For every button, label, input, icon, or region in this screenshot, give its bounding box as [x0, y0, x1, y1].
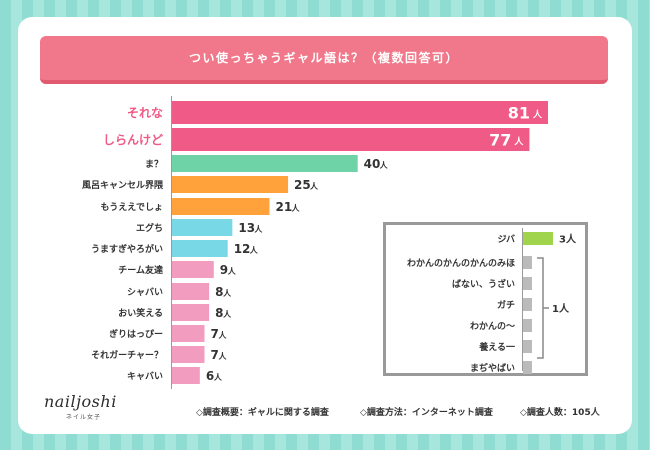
bar-11 [172, 325, 205, 342]
inset-bar-2 [523, 256, 532, 269]
bar-5 [172, 198, 270, 215]
inset-label-1: ジバ [498, 234, 515, 245]
bar-12 [172, 346, 205, 363]
brand-logo: nailjoshi [44, 392, 117, 411]
value-unit-4: 人 [310, 181, 319, 191]
category-label-1: それな [127, 106, 163, 120]
footer-summary: ◇調査概要：ギャルに関する調査 [196, 408, 329, 418]
value-label-1: 81 [508, 104, 530, 123]
value-label-9: 8 [215, 285, 223, 299]
bar-9 [172, 283, 210, 300]
value-label-4: 25 [294, 178, 311, 192]
value-unit-8: 人 [228, 266, 237, 276]
inset-label-4: ガチ [497, 299, 515, 311]
value-unit-10: 人 [223, 309, 232, 319]
bar-2 [172, 128, 530, 151]
bar-10 [172, 304, 210, 321]
category-label-3: ま？ [145, 159, 163, 170]
bar-1 [172, 101, 548, 124]
value-unit-9: 人 [223, 288, 232, 298]
category-label-10: おい笑える [118, 307, 163, 319]
category-label-9: シャバい [127, 287, 163, 298]
inset-label-7: まぢやばい [470, 362, 515, 374]
value-label-3: 40 [364, 157, 381, 171]
bar-6 [172, 219, 233, 236]
inset-label-6: 養える一 [478, 341, 515, 353]
inset-label-5: わかんの〜 [470, 321, 515, 332]
category-label-12: それガーチャー？ [91, 349, 163, 361]
inset-bar-4 [523, 298, 532, 311]
value-unit-2: 人 [513, 136, 524, 148]
inset-bar-6 [523, 340, 532, 353]
value-label-8: 9 [220, 263, 228, 277]
bar-13 [172, 367, 200, 384]
category-label-8: チーム友達 [118, 264, 163, 276]
bar-3 [172, 155, 358, 172]
inset-bar-7 [523, 361, 532, 374]
footer-method: ◇調査方法：インターネット調査 [360, 408, 493, 418]
category-label-2: しらんけど [103, 133, 163, 147]
value-label-5: 21 [275, 200, 292, 214]
category-label-4: 風呂キャンセル界隈 [82, 180, 164, 191]
inset-box [383, 222, 588, 376]
inset-group-bracket [537, 257, 544, 359]
category-label-6: エグち [136, 222, 163, 234]
brand-subtitle: ネイル女子 [66, 414, 102, 421]
inset-bar-3 [523, 277, 532, 290]
value-label-12: 7 [210, 348, 218, 362]
value-unit-1: 人 [532, 109, 543, 121]
inset-bar-5 [523, 319, 532, 332]
inset-label-3: ばない、うざい [452, 278, 515, 290]
value-label-11: 7 [210, 327, 218, 341]
value-unit-12: 人 [218, 351, 227, 361]
value-label-13: 6 [206, 369, 214, 383]
value-label-2: 77 [489, 131, 511, 150]
value-label-10: 8 [215, 306, 223, 320]
bar-8 [172, 261, 214, 278]
value-label-6: 13 [238, 221, 255, 235]
inset-label-2: わかんのかんのかんのみほ [407, 258, 515, 269]
value-unit-6: 人 [254, 224, 263, 234]
category-label-5: もうええでしょ [101, 202, 163, 213]
category-label-11: ぎりはっぴー [109, 328, 163, 340]
inset-bar-1 [523, 232, 553, 245]
value-unit-3: 人 [380, 160, 389, 170]
chart-title: つい使っちゃうギャル語は？（複数回答可） [188, 51, 459, 65]
value-unit-13: 人 [214, 372, 223, 382]
value-unit-5: 人 [291, 203, 300, 213]
value-unit-7: 人 [250, 245, 259, 255]
category-label-13: キャバい [127, 371, 163, 382]
bar-4 [172, 176, 289, 193]
inset-group-label: 1人 [552, 302, 570, 315]
bar-7 [172, 240, 228, 257]
chart-title-bar: つい使っちゃうギャル語は？（複数回答可） [40, 36, 608, 84]
value-unit-11: 人 [218, 330, 227, 340]
value-label-7: 12 [234, 242, 251, 256]
category-label-7: うますぎやろがい [91, 243, 163, 255]
footer-count: ◇調査人数：105人 [520, 408, 600, 418]
inset-value-label-1: 3人 [559, 233, 577, 246]
